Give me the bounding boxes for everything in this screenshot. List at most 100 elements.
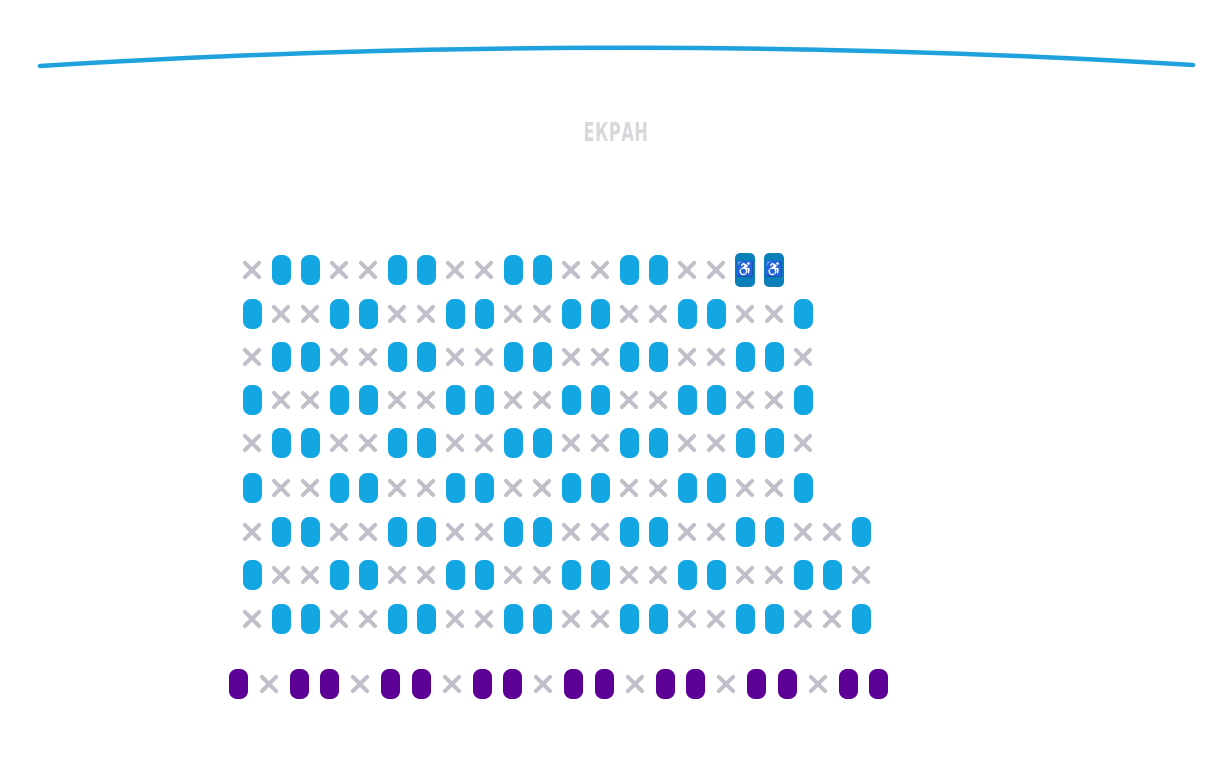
seat-available[interactable]	[793, 560, 813, 590]
seat-vip[interactable]	[777, 669, 797, 699]
seat-available[interactable]	[300, 517, 320, 547]
seat-vip[interactable]	[228, 669, 248, 699]
seat-available[interactable]	[793, 299, 813, 329]
seat-available[interactable]	[706, 473, 726, 503]
seat-available[interactable]	[358, 385, 378, 415]
seat-available[interactable]	[358, 473, 378, 503]
seat-available[interactable]	[561, 299, 581, 329]
seat-available[interactable]	[532, 604, 552, 634]
seat-available[interactable]	[416, 342, 436, 372]
seat-available[interactable]	[445, 299, 465, 329]
seat-available[interactable]	[532, 342, 552, 372]
seat-vip[interactable]	[472, 669, 492, 699]
seat-available[interactable]	[300, 255, 320, 285]
seat-available[interactable]	[851, 517, 871, 547]
seat-available[interactable]	[474, 473, 494, 503]
seat-available[interactable]	[735, 342, 755, 372]
seat-available[interactable]	[648, 428, 668, 458]
seat-available[interactable]	[735, 604, 755, 634]
seat-available[interactable]	[532, 517, 552, 547]
seat-available[interactable]	[590, 473, 610, 503]
seat-available[interactable]	[300, 428, 320, 458]
seat-available[interactable]	[619, 604, 639, 634]
seat-vip[interactable]	[564, 669, 583, 699]
seat-available[interactable]	[619, 428, 639, 458]
seat-vip[interactable]	[503, 669, 522, 699]
seat-available[interactable]	[474, 299, 494, 329]
seat-vip[interactable]	[686, 669, 705, 699]
seat-available[interactable]	[329, 560, 349, 590]
seat-available[interactable]	[503, 255, 523, 285]
seat-available[interactable]	[329, 385, 349, 415]
seat-available[interactable]	[271, 428, 291, 458]
seat-available[interactable]	[648, 517, 668, 547]
seat-available[interactable]	[532, 255, 552, 285]
seat-available[interactable]	[793, 473, 813, 503]
seat-available[interactable]	[329, 473, 349, 503]
seat-available[interactable]	[445, 385, 465, 415]
seat-available[interactable]	[648, 342, 668, 372]
seat-available[interactable]	[416, 255, 436, 285]
seat-available[interactable]	[358, 299, 378, 329]
seat-available[interactable]	[561, 560, 581, 590]
seat-available[interactable]	[329, 299, 349, 329]
seat-vip[interactable]	[411, 669, 431, 699]
seat-available[interactable]	[590, 560, 610, 590]
seat-available[interactable]	[503, 342, 523, 372]
seat-available[interactable]	[851, 604, 871, 634]
seat-wheelchair[interactable]: ♿	[764, 253, 784, 287]
seat-vip[interactable]	[838, 669, 858, 699]
seat-available[interactable]	[503, 604, 523, 634]
seat-available[interactable]	[764, 342, 784, 372]
seat-available[interactable]	[242, 560, 262, 590]
seat-available[interactable]	[387, 342, 407, 372]
seat-available[interactable]	[474, 560, 494, 590]
seat-available[interactable]	[532, 428, 552, 458]
seat-available[interactable]	[648, 255, 668, 285]
seat-available[interactable]	[648, 604, 668, 634]
seat-available[interactable]	[474, 385, 494, 415]
seat-vip[interactable]	[289, 669, 309, 699]
seat-available[interactable]	[590, 385, 610, 415]
seat-available[interactable]	[619, 255, 639, 285]
seat-available[interactable]	[706, 560, 726, 590]
seat-available[interactable]	[503, 428, 523, 458]
seat-available[interactable]	[387, 604, 407, 634]
seat-available[interactable]	[242, 299, 262, 329]
seat-vip[interactable]	[381, 669, 400, 699]
seat-available[interactable]	[387, 255, 407, 285]
seat-available[interactable]	[764, 604, 784, 634]
seat-available[interactable]	[561, 385, 581, 415]
seat-available[interactable]	[445, 473, 465, 503]
seat-available[interactable]	[590, 299, 610, 329]
seat-vip[interactable]	[320, 669, 339, 699]
seat-available[interactable]	[445, 560, 465, 590]
seat-available[interactable]	[677, 299, 697, 329]
seat-available[interactable]	[735, 517, 755, 547]
seat-available[interactable]	[242, 473, 262, 503]
seat-available[interactable]	[416, 517, 436, 547]
seat-available[interactable]	[416, 604, 436, 634]
seat-available[interactable]	[735, 428, 755, 458]
seat-available[interactable]	[416, 428, 436, 458]
seat-available[interactable]	[271, 342, 291, 372]
seat-vip[interactable]	[655, 669, 675, 699]
seat-available[interactable]	[706, 385, 726, 415]
seat-available[interactable]	[300, 604, 320, 634]
seat-wheelchair[interactable]: ♿	[735, 253, 755, 287]
seat-available[interactable]	[764, 428, 784, 458]
seat-available[interactable]	[271, 255, 291, 285]
seat-available[interactable]	[619, 342, 639, 372]
seat-vip[interactable]	[869, 669, 888, 699]
seat-available[interactable]	[677, 473, 697, 503]
seat-vip[interactable]	[747, 669, 766, 699]
seat-available[interactable]	[300, 342, 320, 372]
seat-available[interactable]	[706, 299, 726, 329]
seat-available[interactable]	[271, 517, 291, 547]
seat-available[interactable]	[677, 560, 697, 590]
seat-available[interactable]	[242, 385, 262, 415]
seat-available[interactable]	[271, 604, 291, 634]
seat-available[interactable]	[561, 473, 581, 503]
seat-available[interactable]	[822, 560, 842, 590]
seat-available[interactable]	[677, 385, 697, 415]
